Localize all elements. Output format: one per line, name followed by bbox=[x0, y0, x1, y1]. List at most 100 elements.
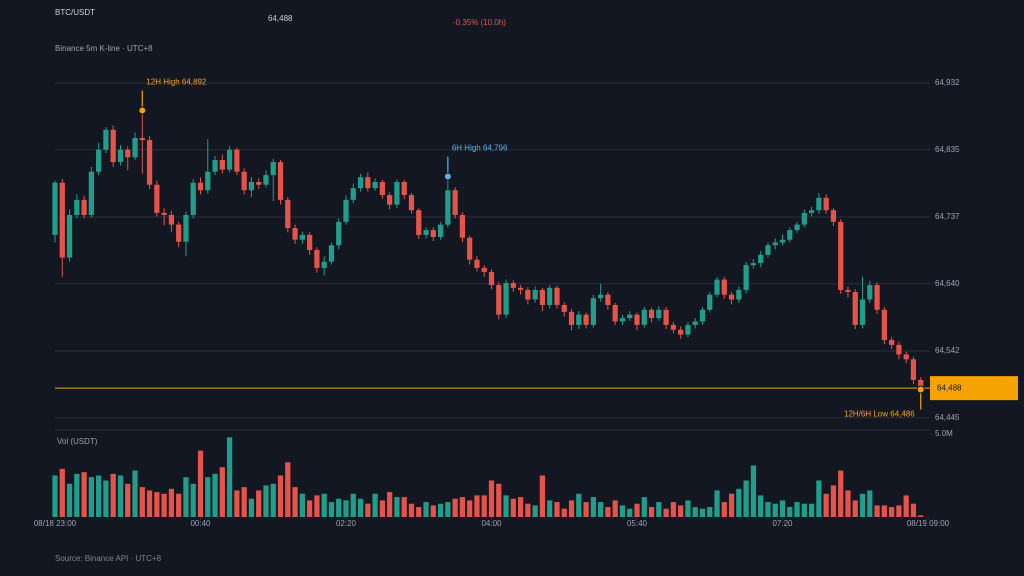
volume-bar bbox=[321, 493, 327, 517]
candle-body bbox=[488, 272, 495, 286]
volume-bar bbox=[801, 503, 807, 517]
volume-label: Vol (USDT) bbox=[57, 437, 98, 446]
candle-body bbox=[641, 309, 647, 325]
candle-body bbox=[772, 242, 778, 246]
candle-body bbox=[568, 311, 575, 325]
candle-body bbox=[285, 199, 291, 229]
candle-body bbox=[277, 162, 284, 200]
candle-body bbox=[350, 188, 356, 200]
volume-bar bbox=[547, 500, 553, 517]
volume-bar bbox=[605, 507, 611, 517]
candle-body bbox=[176, 224, 182, 242]
candle-body bbox=[692, 321, 698, 325]
candle-body bbox=[699, 309, 706, 322]
candle-body bbox=[903, 354, 909, 360]
candle-body bbox=[219, 160, 225, 170]
candle-body bbox=[263, 175, 269, 185]
candle-body bbox=[517, 287, 524, 290]
volume-bar bbox=[103, 480, 109, 517]
candle-body bbox=[612, 305, 618, 322]
volume-bar bbox=[205, 477, 211, 517]
y-tick-label: 64,737 bbox=[935, 212, 960, 221]
volume-bar bbox=[241, 487, 247, 517]
volume-bar bbox=[437, 503, 444, 517]
volume-bar bbox=[568, 500, 575, 517]
volume-bar bbox=[474, 495, 480, 517]
candle-body bbox=[59, 182, 65, 258]
candle-body bbox=[205, 171, 211, 191]
annotation-marker bbox=[443, 172, 452, 181]
candle-body bbox=[161, 212, 167, 215]
candle-body bbox=[408, 195, 415, 211]
volume-bar bbox=[845, 490, 851, 517]
volume-bar bbox=[554, 502, 560, 517]
volume-bar bbox=[256, 490, 262, 517]
candle-body bbox=[321, 261, 327, 268]
candle-body bbox=[270, 162, 276, 176]
candle-body bbox=[197, 182, 204, 191]
volume-bar bbox=[910, 503, 917, 517]
candle-body bbox=[343, 199, 349, 222]
volume-bar bbox=[350, 493, 356, 517]
price-tag bbox=[930, 376, 1018, 401]
candle-body bbox=[336, 221, 342, 246]
candle-body bbox=[808, 210, 815, 213]
volume-bar bbox=[190, 483, 196, 517]
candle-body bbox=[765, 245, 771, 255]
volume-bar bbox=[452, 498, 458, 517]
volume-bar bbox=[627, 508, 633, 517]
volume-bar bbox=[328, 502, 335, 517]
volume-bar bbox=[416, 507, 422, 517]
candle-body bbox=[183, 214, 189, 242]
candle-body bbox=[394, 182, 400, 205]
volume-bar bbox=[445, 502, 451, 517]
candle-body bbox=[779, 239, 786, 243]
candle-body bbox=[66, 214, 73, 258]
candle-body bbox=[685, 324, 691, 335]
candle-body bbox=[750, 263, 757, 266]
volume-bar bbox=[561, 508, 567, 517]
candle-body bbox=[539, 289, 546, 306]
volume-bar bbox=[678, 505, 684, 517]
volume-bar bbox=[66, 483, 73, 517]
volume-bar bbox=[896, 505, 902, 517]
volume-bar bbox=[750, 465, 757, 517]
volume-bar bbox=[838, 470, 844, 517]
volume-bar bbox=[292, 487, 298, 517]
volume-bar bbox=[918, 515, 924, 517]
candle-body bbox=[212, 160, 218, 172]
candle-body bbox=[387, 195, 393, 205]
volume-bar bbox=[176, 493, 182, 517]
candle-body bbox=[561, 305, 567, 312]
candle-body bbox=[576, 314, 582, 325]
candle-body bbox=[52, 182, 58, 235]
volume-bar bbox=[161, 493, 167, 517]
candle-body bbox=[736, 289, 742, 300]
volume-bar bbox=[263, 485, 269, 517]
volume-bar bbox=[685, 500, 691, 517]
volume-bar bbox=[867, 490, 873, 517]
candle-body bbox=[307, 234, 313, 251]
volume-bar bbox=[234, 490, 240, 517]
x-tick-label: 00:40 bbox=[190, 519, 211, 528]
volume-bar bbox=[117, 475, 124, 517]
volume-bar bbox=[219, 467, 225, 517]
candle-body bbox=[656, 309, 662, 319]
volume-bar bbox=[74, 473, 80, 517]
volume-bar bbox=[96, 475, 102, 517]
volume-bar bbox=[830, 485, 837, 517]
x-tick-label: 08/18 23:00 bbox=[34, 519, 77, 528]
candle-body bbox=[467, 237, 473, 260]
candle-body bbox=[241, 171, 247, 191]
candle-body bbox=[437, 224, 444, 237]
y-tick-label: 64,932 bbox=[935, 78, 960, 87]
candle-body bbox=[139, 138, 145, 141]
candle-body bbox=[889, 340, 895, 345]
volume-bar bbox=[459, 497, 466, 517]
candle-body bbox=[328, 245, 335, 262]
volume-bar bbox=[197, 450, 204, 517]
chart-subtitle: Binance 5m K-line · UTC+8 bbox=[55, 44, 153, 53]
y-tick-label: 64,542 bbox=[935, 346, 960, 355]
candle-body bbox=[132, 138, 138, 158]
volume-bar bbox=[430, 505, 436, 517]
